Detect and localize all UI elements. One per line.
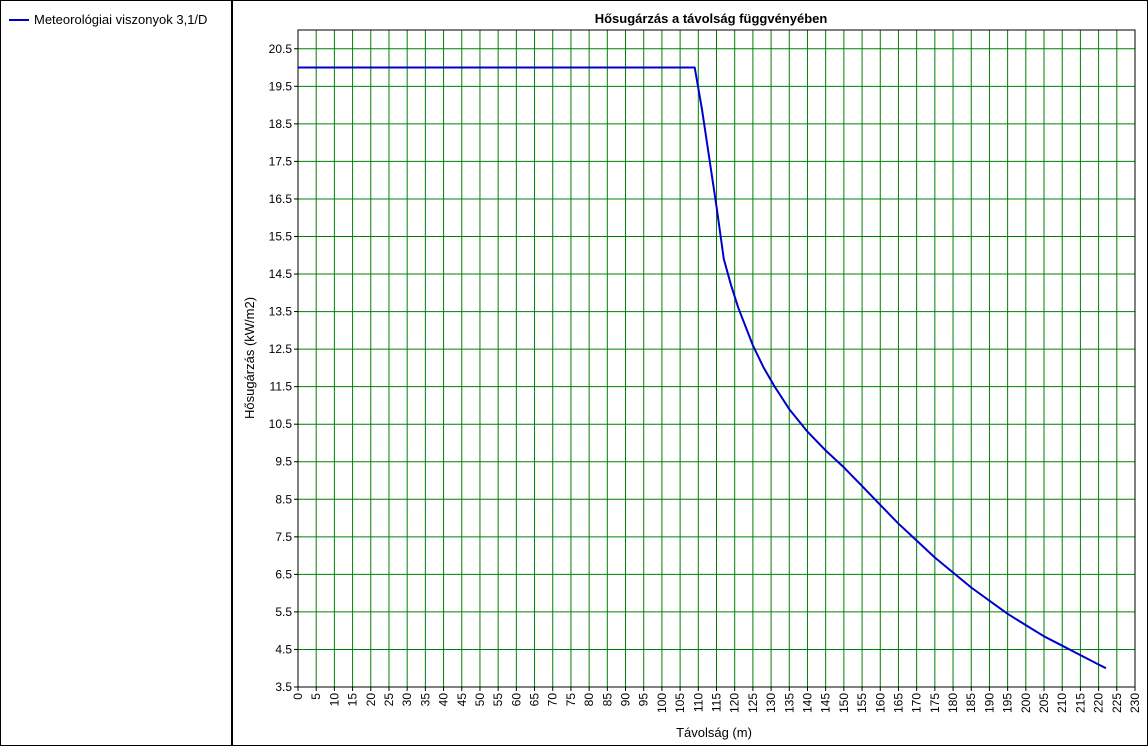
- x-tick-label: 75: [564, 693, 578, 707]
- x-tick-label: 165: [891, 693, 905, 713]
- x-tick-label: 90: [619, 693, 633, 707]
- chart: Hősugárzás a távolság függvényében 3.5 4.…: [242, 11, 1142, 740]
- y-tick-label: 10.5: [269, 417, 293, 431]
- x-tick-label: 190: [982, 693, 996, 713]
- x-tick-label: 50: [473, 693, 487, 707]
- x-tick-label: 205: [1037, 693, 1051, 713]
- x-tick-label: 95: [637, 693, 651, 707]
- y-axis: 3.5 4.5 5.5 6.5 7.5 8.5 9.5 10.5 11.5 12.5 13.5 14.…: [269, 42, 298, 694]
- x-tick-label: 65: [528, 693, 542, 707]
- x-tick-label: 20: [364, 693, 378, 707]
- x-tick-label: 120: [728, 693, 742, 713]
- y-tick-label: 18.5: [269, 117, 293, 131]
- x-tick-label: 200: [1019, 693, 1033, 713]
- legend-line-swatch: [9, 18, 29, 21]
- x-tick-label: 125: [746, 693, 760, 713]
- series-line: [298, 66, 1107, 670]
- x-tick-label: 180: [946, 693, 960, 713]
- x-tick-label: 225: [1110, 693, 1124, 713]
- x-tick-label: 140: [800, 693, 814, 713]
- x-tick-label: 70: [546, 693, 560, 707]
- y-axis-title: Hősugárzás (kW/m2): [242, 297, 257, 419]
- y-tick-label: 9.5: [275, 455, 292, 469]
- x-tick-label: 0: [291, 693, 305, 700]
- legend-item[interactable]: Meteorológiai viszonyok 3,1/D: [9, 12, 207, 27]
- x-tick-label: 40: [437, 693, 451, 707]
- x-tick-label: 195: [1001, 693, 1015, 713]
- x-tick-label: 85: [600, 693, 614, 707]
- x-axis: 0 5 10 15 20 25 30 35 40 45 50 55 60 65 70 75 80 85 90 95 10…: [291, 687, 1142, 713]
- x-tick-label: 135: [782, 693, 796, 713]
- y-tick-label: 4.5: [275, 642, 292, 656]
- x-tick-label: 25: [382, 693, 396, 707]
- x-tick-label: 130: [764, 693, 778, 713]
- y-tick-label: 3.5: [275, 680, 292, 694]
- y-tick-label: 5.5: [275, 605, 292, 619]
- y-tick-label: 20.5: [269, 42, 293, 56]
- x-tick-label: 115: [710, 693, 724, 712]
- x-tick-label: 55: [491, 693, 505, 707]
- x-tick-label: 5: [309, 693, 323, 700]
- x-tick-label: 30: [400, 693, 414, 707]
- y-tick-label: 19.5: [269, 79, 293, 93]
- y-tick-label: 17.5: [269, 154, 293, 168]
- y-tick-label: 7.5: [275, 530, 292, 544]
- x-tick-label: 230: [1128, 693, 1142, 713]
- legend-item-label: Meteorológiai viszonyok 3,1/D: [34, 12, 208, 27]
- x-tick-label: 145: [819, 693, 833, 713]
- x-tick-label: 185: [964, 693, 978, 713]
- x-tick-label: 215: [1073, 693, 1087, 713]
- x-tick-label: 170: [910, 693, 924, 713]
- y-tick-label: 6.5: [275, 567, 292, 581]
- y-tick-label: 14.5: [269, 267, 293, 281]
- x-tick-label: 110: [691, 693, 705, 712]
- x-tick-label: 155: [855, 693, 869, 713]
- grid: [297, 30, 1136, 688]
- x-tick-label: 45: [455, 693, 469, 707]
- x-tick-label: 10: [327, 693, 341, 707]
- y-tick-label: 15.5: [269, 229, 293, 243]
- x-tick-label: 15: [346, 693, 360, 707]
- chart-panel: Hősugárzás a távolság függvényében 3.5 4.…: [231, 0, 1148, 746]
- y-tick-label: 12.5: [269, 342, 293, 356]
- x-tick-label: 220: [1092, 693, 1106, 713]
- x-tick-label: 60: [509, 693, 523, 707]
- y-tick-label: 8.5: [275, 492, 292, 506]
- x-axis-title: Távolság (m): [676, 725, 752, 740]
- x-tick-label: 100: [655, 693, 669, 713]
- x-tick-label: 175: [928, 693, 942, 713]
- y-tick-label: 11.5: [270, 380, 293, 394]
- x-tick-label: 80: [582, 693, 596, 707]
- chart-title: Hősugárzás a távolság függvényében: [595, 11, 828, 26]
- x-tick-label: 105: [673, 693, 687, 713]
- x-tick-label: 35: [418, 693, 432, 707]
- x-tick-label: 160: [873, 693, 887, 713]
- x-tick-label: 150: [837, 693, 851, 713]
- legend-panel: Meteorológiai viszonyok 3,1/D: [0, 0, 233, 746]
- x-tick-label: 210: [1055, 693, 1069, 713]
- y-tick-label: 16.5: [269, 192, 293, 206]
- y-tick-label: 13.5: [269, 305, 293, 319]
- series-layer: [298, 66, 1107, 670]
